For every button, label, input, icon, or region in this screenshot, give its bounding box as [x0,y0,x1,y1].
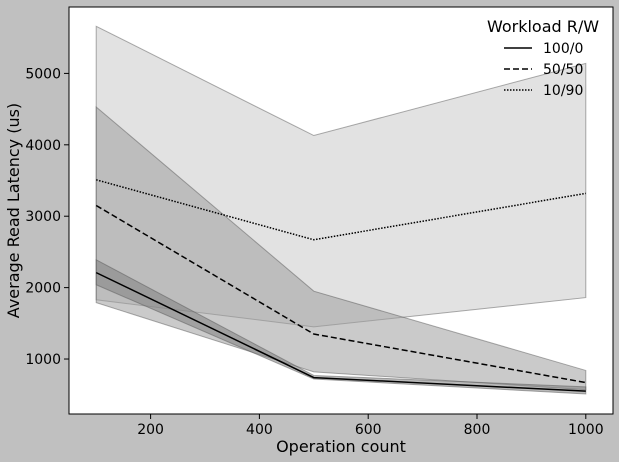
legend: Workload R/W 100/0 50/50 10/90 [487,17,599,99]
y-tick-label: 4000 [25,138,61,154]
x-axis-ticks: 200 400 600 800 1000 [137,414,604,438]
x-tick-label: 600 [355,422,382,438]
legend-title: Workload R/W [487,17,599,36]
y-tick-label: 2000 [25,281,61,297]
legend-label-10-90: 10/90 [543,83,583,99]
x-tick-label: 400 [246,422,273,438]
y-tick-label: 3000 [25,209,61,225]
x-tick-label: 200 [137,422,164,438]
band-100-0 [95,258,587,395]
x-tick-label: 1000 [568,422,604,438]
y-tick-label: 5000 [25,66,61,82]
line-100-0 [95,271,586,392]
x-tick-label: 800 [464,422,491,438]
line-10-90 [96,179,586,241]
y-tick-label: 1000 [25,352,61,368]
confidence-bands [95,25,587,395]
legend-label-50-50: 50/50 [543,62,583,78]
line-50-50 [95,204,586,384]
y-axis-ticks: 1000 2000 3000 4000 5000 [25,66,69,368]
series-lines [95,179,586,392]
plot-frame [68,6,614,415]
legend-label-100-0: 100/0 [543,41,583,57]
x-axis-label: Operation count [276,437,406,456]
y-axis-label: Average Read Latency (us) [4,103,23,318]
